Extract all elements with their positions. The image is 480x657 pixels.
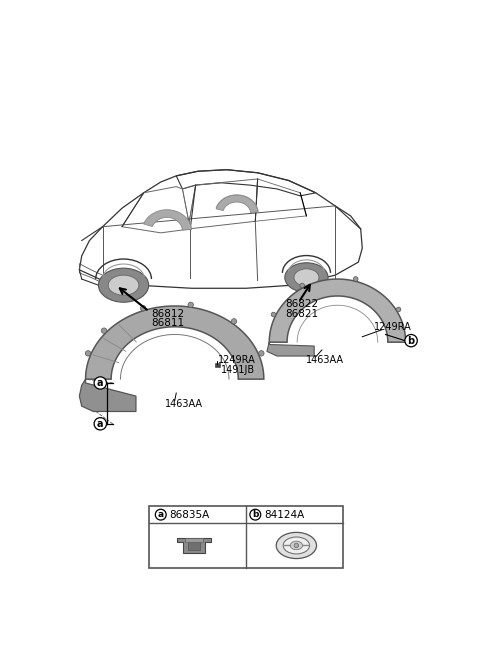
- Text: 1463AA: 1463AA: [306, 355, 345, 365]
- Circle shape: [141, 306, 146, 311]
- Circle shape: [294, 543, 299, 548]
- Bar: [185, 538, 204, 543]
- Polygon shape: [216, 195, 258, 213]
- Ellipse shape: [285, 263, 328, 292]
- Text: 1491JB: 1491JB: [221, 365, 255, 375]
- Text: 86835A: 86835A: [169, 510, 210, 520]
- Circle shape: [94, 418, 107, 430]
- Text: 86822: 86822: [285, 300, 318, 309]
- Polygon shape: [79, 379, 136, 411]
- Text: 86821: 86821: [285, 309, 318, 319]
- Circle shape: [94, 377, 107, 389]
- Text: a: a: [97, 378, 104, 388]
- Ellipse shape: [98, 268, 149, 302]
- Ellipse shape: [276, 532, 316, 558]
- Polygon shape: [269, 279, 406, 342]
- Bar: [215, 363, 220, 367]
- Text: b: b: [408, 336, 415, 346]
- Circle shape: [101, 328, 107, 333]
- Polygon shape: [267, 342, 314, 356]
- Text: 86812: 86812: [152, 309, 185, 319]
- Circle shape: [353, 277, 358, 281]
- Circle shape: [300, 283, 304, 288]
- Polygon shape: [177, 538, 211, 553]
- Text: 86811: 86811: [152, 318, 185, 328]
- Bar: [149, 506, 343, 568]
- Polygon shape: [144, 210, 192, 230]
- Bar: [188, 543, 200, 550]
- Circle shape: [85, 351, 91, 356]
- Text: a: a: [97, 419, 104, 429]
- Circle shape: [271, 312, 276, 317]
- Text: 1249RA: 1249RA: [218, 355, 256, 365]
- Circle shape: [405, 334, 417, 347]
- Circle shape: [396, 307, 401, 312]
- Ellipse shape: [108, 275, 139, 295]
- Text: 1249RA: 1249RA: [374, 322, 412, 332]
- Ellipse shape: [283, 537, 310, 554]
- Circle shape: [156, 509, 166, 520]
- Polygon shape: [85, 306, 264, 379]
- Circle shape: [259, 351, 264, 356]
- Circle shape: [250, 509, 261, 520]
- Text: b: b: [252, 510, 259, 519]
- Text: a: a: [158, 510, 164, 519]
- Text: 84124A: 84124A: [264, 510, 304, 520]
- Circle shape: [231, 319, 237, 324]
- Text: 1463AA: 1463AA: [165, 399, 203, 409]
- Ellipse shape: [290, 541, 302, 550]
- Circle shape: [188, 302, 193, 307]
- Ellipse shape: [294, 269, 319, 286]
